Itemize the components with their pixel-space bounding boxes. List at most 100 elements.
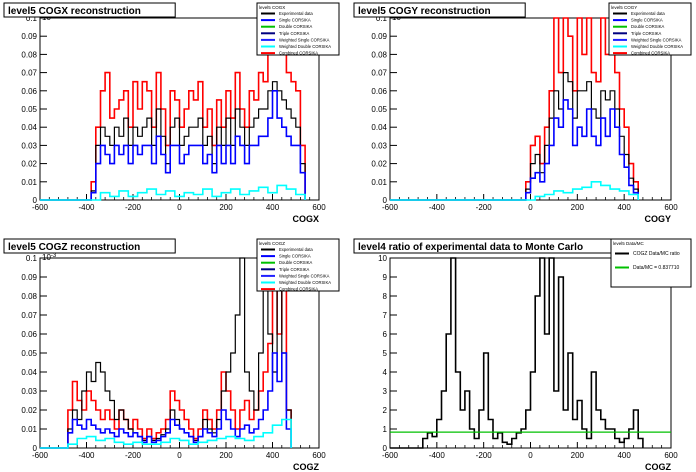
series-combined [390,17,639,201]
x-tick-label: 400 [617,203,631,212]
panel-cogx: -600 -400 -200 0 200 400 600 0 0.01 0.02 0.03 0.04 0… [3,2,340,224]
legend-label: Experimental data [279,11,313,16]
x-tick-label: 200 [219,451,233,460]
legend-title: level5 COGZ [259,241,285,246]
chart-title: level4 ratio of experimental data to Mon… [358,242,583,253]
series-single [40,90,306,201]
y-tick-label: 0.08 [371,50,387,59]
y-tick-label: 0.05 [371,105,387,114]
legend-box [256,238,340,292]
y-tick-label: 0.04 [371,123,387,132]
x-tick-label: -600 [32,451,49,460]
legend-title: level5 COGX [259,5,285,10]
legend-label: Weighted Single CORSIKA [631,37,682,42]
y-tick-label: 0.07 [21,311,37,320]
series-experimental [40,81,306,201]
y-tick-label: 1 [383,425,388,434]
legend-label: Weighted Single CORSIKA [279,37,330,42]
legend-label: Weighted Single CORSIKA [279,273,330,278]
plot-frame [389,257,672,449]
x-tick-label: -600 [32,203,49,212]
y-tick-label: 0.04 [21,368,37,377]
x-tick-label: -400 [429,203,446,212]
y-tick-label: 0 [33,444,38,453]
y-tick-label: 8 [383,292,388,301]
legend-label: Double CORSIKA [279,260,312,265]
y-tick-label: 0.01 [21,425,37,434]
series-combined [40,276,292,449]
x-tick-label: 0 [177,203,182,212]
legend-label: Weighted Double CORSIKA [279,44,331,49]
y-tick-label: 0 [33,196,38,205]
y-tick-label: 0.09 [371,32,387,41]
x-axis-label: COGX [292,214,319,224]
x-tick-label: -200 [125,203,142,212]
x-tick-label: 600 [312,203,326,212]
legend-label: Weighted Double CORSIKA [631,44,683,49]
y-tick-label: 3 [383,387,388,396]
legend-label: Weighted Double CORSIKA [279,280,331,285]
title-box [3,2,176,18]
y-tick-label: 0.08 [21,292,37,301]
x-axis-label: COGZ [293,462,320,472]
x-tick-label: 600 [664,203,678,212]
y-tick-label: 10 [378,254,387,263]
x-tick-label: -200 [476,203,493,212]
series-single [40,352,292,449]
y-tick-label: 0.1 [376,14,388,23]
series-weighted_double [40,418,292,449]
legend-label: Triple CORSIKA [279,31,310,36]
legend-label: Single CORSIKA [631,18,663,23]
series-single [390,99,639,201]
x-tick-label: 400 [266,203,280,212]
x-tick-label: -400 [78,451,95,460]
y-tick-label: 0 [383,444,388,453]
x-axis-label: COGZ [645,462,672,472]
title-box [353,2,526,18]
x-tick-label: -400 [78,203,95,212]
y-tick-label: 4 [383,368,388,377]
y-tick-label: 6 [383,330,388,339]
y-tick-label: 0.04 [21,123,37,132]
series-ratio [390,257,644,449]
x-tick-label: -400 [429,451,446,460]
y-tick-label: 0.03 [21,141,37,150]
y-tick-label: 0.1 [26,254,38,263]
x-tick-label: 400 [617,451,631,460]
y-tick-label: 7 [383,311,388,320]
y-tick-label: 0.07 [371,69,387,78]
y-tick-label: 0.02 [371,160,387,169]
panel-cogz: -600 -400 -200 0 200 400 600 0 0.01 0.02 0.03 0.04 0… [3,238,340,472]
y-tick-label: 0.01 [371,178,387,187]
y-tick-label: 0.08 [21,50,37,59]
series-weighted_double [40,184,306,201]
x-tick-label: 200 [571,451,585,460]
legend-label: COGZ Data/MC ratio [633,251,680,257]
y-tick-label: 0.06 [21,330,37,339]
x-tick-label: -200 [125,451,142,460]
y-tick-label: 0.06 [371,87,387,96]
chart-title: level5 COGY reconstruction [358,6,491,17]
panel-ratio: -600 -400 -200 0 200 400 600 0 1 2 3 4 5 6 7 8 9 10 COGZ le… [353,238,692,472]
legend-label: Triple CORSIKA [631,31,662,36]
legend-title: level5 COGY [611,5,637,10]
y-tick-label: 0.03 [21,387,37,396]
chart-title: level5 COGX reconstruction [8,6,141,17]
x-tick-label: 0 [528,203,533,212]
x-tick-label: -200 [476,451,493,460]
legend-label: Double CORSIKA [631,24,664,29]
title-box [3,238,176,254]
legend-label: Single CORSIKA [279,254,311,259]
legend-label: Single CORSIKA [279,18,311,23]
y-tick-label: 0.09 [21,273,37,282]
y-exponent-label: 10-3 [42,253,57,262]
legend-label: Combined CORSIKA [631,51,670,56]
x-tick-label: 0 [528,451,533,460]
panel-cogy: -600 -400 -200 0 200 400 600 0 0.01 0.02 0.03 0.04 0… [353,2,692,224]
x-tick-label: 600 [312,451,326,460]
y-tick-label: 0 [383,196,388,205]
chart-title: level5 COGZ reconstruction [8,242,140,253]
legend-label: Experimental data [631,11,665,16]
series-experimental [40,257,292,449]
